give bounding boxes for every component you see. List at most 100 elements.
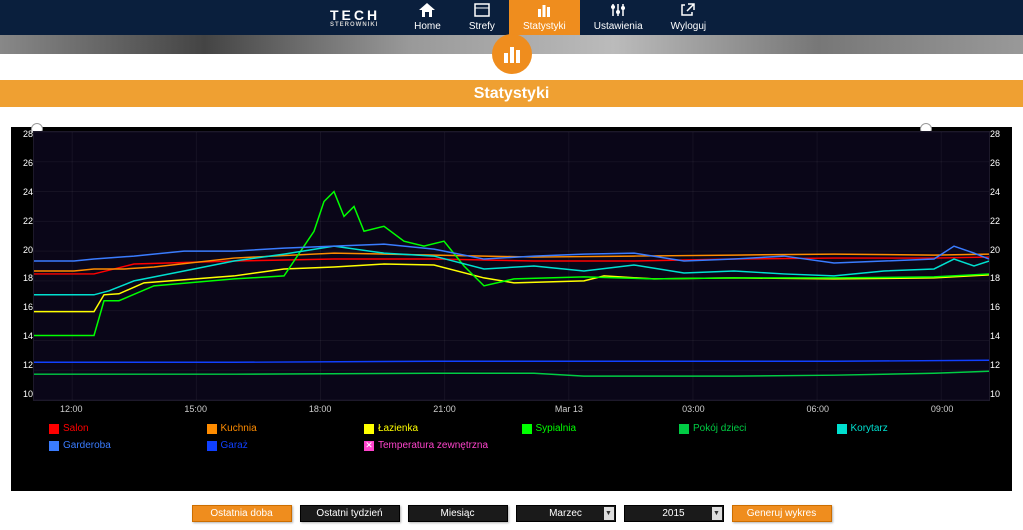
home-icon	[419, 3, 435, 19]
y-tick: 26	[990, 158, 1010, 168]
month-select[interactable]: Marzec ▼	[516, 505, 616, 522]
y-tick: 14	[990, 331, 1010, 341]
x-tick: 03:00	[682, 404, 705, 414]
stats-icon	[536, 3, 552, 19]
y-tick: 18	[13, 273, 33, 283]
y-tick: 12	[13, 360, 33, 370]
logo-bottom: STEROWNIKI	[330, 22, 380, 28]
legend-swatch	[522, 424, 532, 434]
y-tick: 22	[13, 216, 33, 226]
x-tick: 21:00	[433, 404, 456, 414]
nav-home[interactable]: Home	[400, 0, 455, 35]
chart-plot-area[interactable]	[33, 131, 990, 401]
nav-settings-label: Ustawienia	[594, 21, 643, 32]
y-tick: 16	[990, 302, 1010, 312]
legend-swatch	[49, 424, 59, 434]
legend-item-lazienka[interactable]: Łazienka	[364, 423, 518, 434]
nav-home-label: Home	[414, 21, 441, 32]
nav-stats[interactable]: Statystyki	[509, 0, 580, 35]
legend-label: Salon	[63, 423, 89, 434]
topbar-content: TECH STEROWNIKI Home Strefy Statystyki	[0, 0, 720, 35]
legend-label: Korytarz	[851, 423, 888, 434]
top-navbar: TECH STEROWNIKI Home Strefy Statystyki	[0, 0, 1023, 35]
legend-label: Garaż	[221, 440, 248, 451]
legend-item-sypialnia[interactable]: Sypialnia	[522, 423, 676, 434]
series-korytarz	[34, 246, 989, 295]
y-tick: 20	[990, 245, 1010, 255]
nav-logout-label: Wyloguj	[671, 21, 706, 32]
y-tick: 14	[13, 331, 33, 341]
legend-label: Sypialnia	[536, 423, 577, 434]
legend-swatch	[207, 441, 217, 451]
y-tick: 10	[13, 389, 33, 399]
y-tick: 26	[13, 158, 33, 168]
legend-item-temp_zew[interactable]: ✕ Temperatura zewnętrzna	[364, 440, 518, 451]
y-tick: 28	[990, 129, 1010, 139]
chart-svg	[34, 132, 989, 400]
y-tick: 20	[13, 245, 33, 255]
y-tick: 12	[990, 360, 1010, 370]
nav-zones-label: Strefy	[469, 21, 495, 32]
y-axis-right: 28 26 24 22 20 18 16 14 12 10	[990, 127, 1010, 399]
series-garaz	[34, 360, 989, 362]
year-select-value: 2015	[662, 508, 684, 519]
legend-item-garderoba[interactable]: Garderoba	[49, 440, 203, 451]
legend-item-korytarz[interactable]: Korytarz	[837, 423, 991, 434]
y-tick: 16	[13, 302, 33, 312]
logo-top: TECH	[330, 8, 380, 22]
legend-item-dzieci[interactable]: Pokój dzieci	[679, 423, 833, 434]
legend-item-garaz[interactable]: Garaż	[207, 440, 361, 451]
legend-label: Pokój dzieci	[693, 423, 746, 434]
y-axis-left: 28 26 24 22 20 18 16 14 12 10	[13, 127, 33, 399]
brand-logo: TECH STEROWNIKI	[330, 8, 380, 28]
x-tick: 15:00	[184, 404, 207, 414]
last-day-button[interactable]: Ostatnia doba	[192, 505, 292, 522]
zones-icon	[474, 3, 490, 19]
x-tick: 09:00	[931, 404, 954, 414]
y-tick: 10	[990, 389, 1010, 399]
legend-item-kuchnia[interactable]: Kuchnia	[207, 423, 361, 434]
controls-bar: Ostatnia doba Ostatni tydzień Miesiąc Ma…	[0, 505, 1023, 522]
legend-label: Garderoba	[63, 440, 111, 451]
stats-circle-icon	[492, 34, 532, 74]
chart-panel: JS chart by amCharts Pokaż wszystko 2826…	[11, 127, 1012, 491]
y-tick: 24	[13, 187, 33, 197]
generate-button[interactable]: Generuj wykres	[732, 505, 832, 522]
legend-swatch	[49, 441, 59, 451]
series-sypialnia	[34, 192, 989, 336]
x-axis: 12:0015:0018:0021:00Mar 1303:0006:0009:0…	[33, 404, 990, 416]
legend-swatch	[207, 424, 217, 434]
legend-swatch	[364, 424, 374, 434]
series-dzieci	[34, 371, 989, 376]
main-nav: Home Strefy Statystyki Ustawienia	[400, 0, 720, 35]
y-tick: 18	[990, 273, 1010, 283]
y-tick: 22	[990, 216, 1010, 226]
nav-stats-label: Statystyki	[523, 21, 566, 32]
last-week-button[interactable]: Ostatni tydzień	[300, 505, 400, 522]
legend-label: Kuchnia	[221, 423, 257, 434]
x-tick: 18:00	[309, 404, 332, 414]
x-tick: 12:00	[60, 404, 83, 414]
y-tick: 24	[990, 187, 1010, 197]
y-tick: 28	[13, 129, 33, 139]
legend-label: Temperatura zewnętrzna	[378, 440, 488, 451]
legend-swatch	[679, 424, 689, 434]
month-select-value: Marzec	[549, 508, 582, 519]
logout-icon	[680, 3, 696, 19]
chevron-down-icon: ▼	[604, 507, 614, 520]
nav-logout[interactable]: Wyloguj	[657, 0, 720, 35]
page-title: Statystyki	[474, 85, 550, 103]
x-tick: Mar 13	[555, 404, 583, 414]
year-select[interactable]: 2015 ▼	[624, 505, 724, 522]
month-button[interactable]: Miesiąc	[408, 505, 508, 522]
series-lazienka	[34, 264, 989, 312]
nav-settings[interactable]: Ustawienia	[580, 0, 657, 35]
chart-legend: Salon Kuchnia Łazienka Sypialnia Pokój dziec…	[49, 423, 990, 451]
settings-icon	[610, 3, 626, 19]
page-title-bar: Statystyki	[0, 80, 1023, 107]
legend-label: Łazienka	[378, 423, 418, 434]
legend-item-salon[interactable]: Salon	[49, 423, 203, 434]
legend-swatch: ✕	[364, 441, 374, 451]
series-salon	[34, 257, 989, 274]
nav-zones[interactable]: Strefy	[455, 0, 509, 35]
